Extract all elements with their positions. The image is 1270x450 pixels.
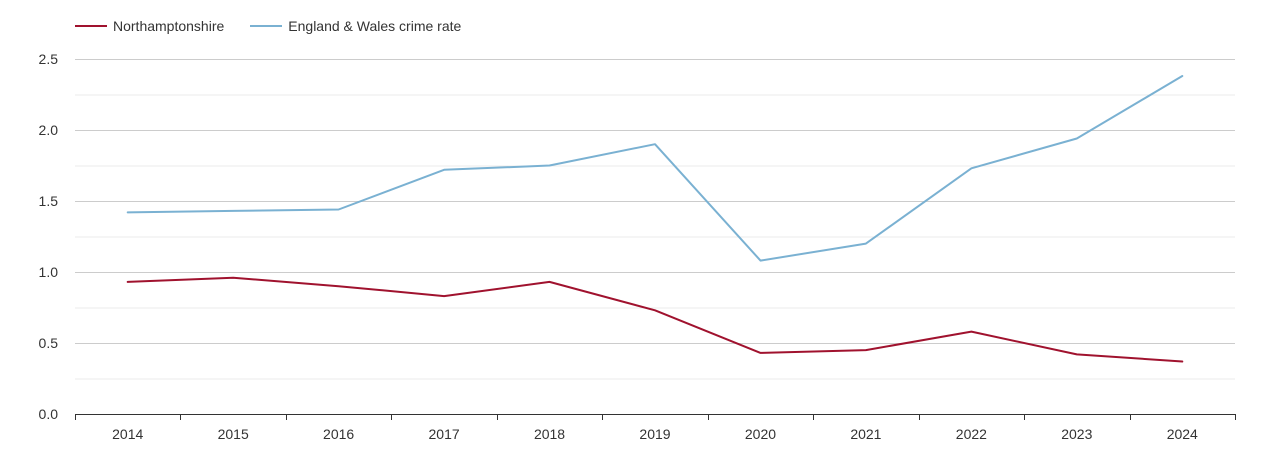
x-tick-label: 2017	[429, 426, 460, 442]
x-tick-label: 2022	[956, 426, 987, 442]
x-tick-label: 2016	[323, 426, 354, 442]
series-line-northamptonshire	[126, 276, 1184, 363]
series-line-england-wales	[126, 75, 1184, 262]
legend-label-england-wales: England & Wales crime rate	[288, 18, 462, 34]
y-tick-label: 0.5	[39, 335, 59, 351]
legend: Northamptonshire England & Wales crime r…	[75, 15, 487, 37]
y-tick-label: 2.0	[39, 122, 59, 138]
x-tick-label: 2019	[639, 426, 670, 442]
legend-item-england-wales: England & Wales crime rate	[250, 18, 461, 34]
legend-swatch-england-wales	[250, 25, 283, 27]
x-tick-label: 2020	[745, 426, 776, 442]
legend-label-northamptonshire: Northamptonshire	[113, 18, 225, 34]
y-tick-label: 2.5	[39, 51, 59, 67]
y-tick-label: 1.5	[39, 193, 59, 209]
x-tick-label: 2023	[1061, 426, 1092, 442]
x-tick-label: 2024	[1167, 426, 1198, 442]
x-tick-label: 2014	[112, 426, 143, 442]
x-tick-label: 2018	[534, 426, 565, 442]
x-tick-label: 2015	[218, 426, 249, 442]
y-tick-label: 1.0	[39, 264, 59, 280]
x-tick-label: 2021	[850, 426, 881, 442]
legend-swatch-northamptonshire	[75, 25, 107, 27]
y-tick-label: 0.0	[39, 406, 59, 422]
legend-item-northamptonshire: Northamptonshire	[75, 18, 224, 34]
